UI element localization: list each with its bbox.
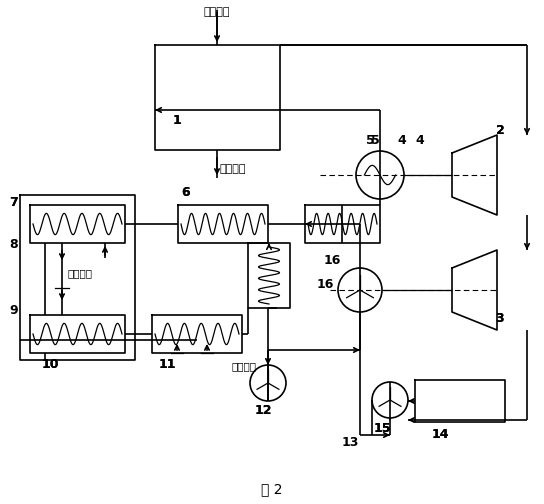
Text: 烟气进口: 烟气进口 bbox=[204, 7, 230, 17]
Text: 12: 12 bbox=[254, 405, 272, 417]
Text: 13: 13 bbox=[341, 436, 358, 450]
Text: 15: 15 bbox=[373, 421, 391, 434]
Text: 10: 10 bbox=[41, 358, 59, 371]
Text: 8: 8 bbox=[9, 238, 18, 251]
Text: 11: 11 bbox=[158, 358, 176, 371]
Text: 16: 16 bbox=[323, 254, 341, 267]
Text: 10: 10 bbox=[41, 358, 59, 371]
Text: 1: 1 bbox=[173, 113, 182, 127]
Text: 3: 3 bbox=[496, 311, 504, 325]
Text: 冷却水进: 冷却水进 bbox=[232, 361, 257, 371]
Text: 14: 14 bbox=[431, 427, 449, 440]
Text: 图 2: 图 2 bbox=[261, 482, 283, 496]
Text: 9: 9 bbox=[9, 303, 18, 317]
Text: 6: 6 bbox=[182, 186, 190, 200]
Text: 3: 3 bbox=[496, 311, 504, 325]
Text: 4: 4 bbox=[398, 134, 406, 147]
Text: 14: 14 bbox=[431, 427, 449, 440]
Text: 6: 6 bbox=[182, 186, 190, 200]
Text: 11: 11 bbox=[158, 358, 176, 371]
Text: 16: 16 bbox=[316, 279, 333, 291]
Text: 5: 5 bbox=[370, 134, 379, 147]
Text: 5: 5 bbox=[366, 134, 374, 147]
Text: 12: 12 bbox=[254, 405, 272, 417]
Text: 1: 1 bbox=[173, 113, 182, 127]
Text: 4: 4 bbox=[416, 134, 424, 147]
Text: 7: 7 bbox=[9, 197, 18, 210]
Text: 7: 7 bbox=[9, 197, 18, 210]
Text: 15: 15 bbox=[373, 421, 391, 434]
Text: 冷却水出: 冷却水出 bbox=[67, 268, 92, 278]
Text: 2: 2 bbox=[496, 123, 504, 137]
Text: 2: 2 bbox=[496, 123, 504, 137]
Text: 烟气出口: 烟气出口 bbox=[219, 164, 245, 174]
